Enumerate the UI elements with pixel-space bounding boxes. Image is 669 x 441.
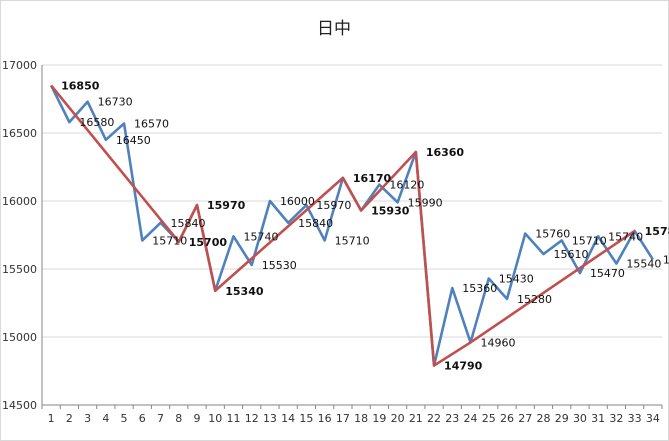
data-label: 15840 [298,217,333,230]
data-label: 16580 [79,116,114,129]
x-tick-label: 5 [121,412,128,425]
x-tick-label: 14 [281,412,295,425]
swing-series-line [50,84,636,367]
x-tick-label: 29 [555,412,569,425]
data-label: 15430 [499,273,534,286]
data-label: 16850 [61,79,100,92]
x-tick-label: 19 [372,412,386,425]
data-label: 15990 [408,196,443,209]
data-label: 16570 [134,117,169,130]
data-label: 15610 [553,248,588,261]
data-label: 15360 [462,282,497,295]
x-tick-label: 31 [591,412,605,425]
data-label: 15710 [152,234,187,247]
x-tick-label: 27 [518,412,532,425]
data-label: 15710 [335,234,370,247]
data-label: 16000 [280,195,315,208]
y-tick-label: 16000 [2,195,37,208]
data-label: 15340 [225,285,264,298]
x-tick-label: 6 [139,412,146,425]
x-tick-label: 18 [354,412,368,425]
x-tick-label: 25 [482,412,496,425]
x-tick-label: 8 [175,412,182,425]
data-label: 16360 [426,146,465,159]
x-tick-label: 23 [445,412,459,425]
data-label: 15740 [243,230,278,243]
x-tick-label: 17 [336,412,350,425]
x-axis: 1 2 3 4 5 6 7 8 9 10 11 12 13 14 15 16 17 18 19 20 21 22 23 24 2… [41,404,663,425]
y-tick-label: 16500 [2,127,37,140]
x-tick-label: 26 [500,412,514,425]
data-label: 15780 [645,225,669,238]
data-label: 16730 [98,96,133,109]
x-tick-label: 1 [48,412,55,425]
x-tick-label: 32 [609,412,623,425]
x-tick-label: 7 [157,412,164,425]
x-tick-label: 3 [84,412,91,425]
data-label: 15280 [517,293,552,306]
data-label: 15760 [535,228,570,241]
data-label: 15540 [626,258,661,271]
x-tick-label: 13 [263,412,277,425]
data-label: 15710 [572,234,607,247]
data-label: 16120 [389,179,424,192]
x-tick-label: 34 [646,412,660,425]
x-tick-label: 4 [102,412,109,425]
data-label: 15970 [207,199,246,212]
data-label: 15930 [371,205,410,218]
data-labels: 1685016580167301645016570157101584015700… [61,79,669,372]
x-tick-label: 16 [318,412,332,425]
x-tick-label: 30 [573,412,587,425]
x-tick-label: 11 [226,412,240,425]
x-tick-label: 12 [245,412,259,425]
data-label: 15470 [590,267,625,280]
y-tick-label: 17000 [2,59,37,72]
data-label: 16170 [353,172,392,185]
x-tick-label: 22 [427,412,441,425]
data-label: 14790 [444,360,483,373]
x-tick-label: 21 [409,412,423,425]
data-label: 15530 [262,259,297,272]
y-tick-label: 15500 [2,263,37,276]
x-tick-label: 28 [536,412,550,425]
data-label: 15570 [663,253,669,266]
x-tick-label: 10 [208,412,222,425]
x-tick-label: 9 [194,412,201,425]
data-label: 15740 [608,230,643,243]
x-tick-label: 33 [628,412,642,425]
y-tick-label: 14500 [2,399,37,412]
x-tick-label: 15 [299,412,313,425]
data-label: 15970 [316,199,351,212]
data-label: 16450 [116,134,151,147]
x-tick-label: 24 [464,412,478,425]
chart-title: 日中 [317,19,351,39]
data-label: 14960 [481,336,516,349]
y-axis: 14500 15000 15500 16000 16500 17000 [2,59,43,412]
data-label: 15700 [189,236,228,249]
x-tick-label: 2 [66,412,73,425]
data-label: 15840 [171,217,206,230]
x-tick-label: 20 [391,412,405,425]
series [49,84,654,367]
y-tick-label: 15000 [2,331,37,344]
